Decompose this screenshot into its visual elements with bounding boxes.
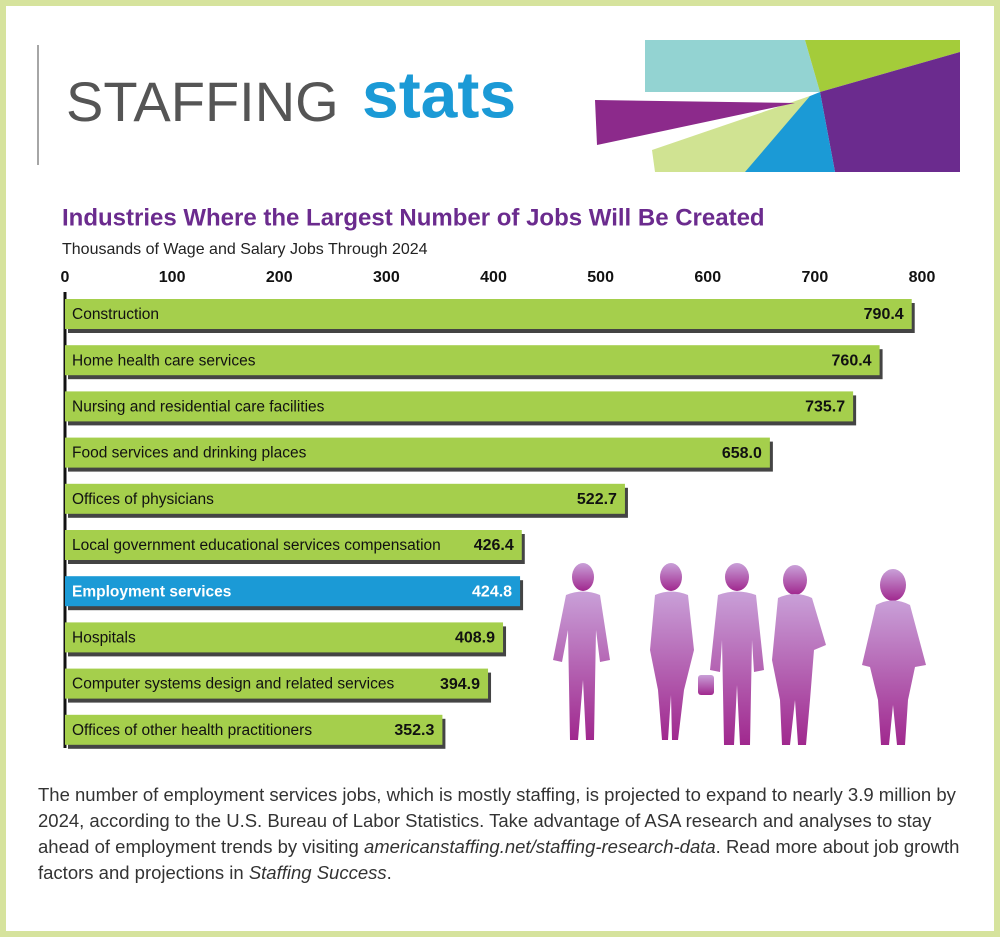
bar	[65, 714, 443, 745]
value-label: 790.4	[864, 306, 904, 323]
header-graphic	[595, 40, 960, 172]
chart-subtitle: Thousands of Wage and Salary Jobs Throug…	[62, 241, 428, 258]
footer-link: americanstaffing.net/staffing-research-d…	[363, 836, 716, 857]
chart-title: Industries Where the Largest Number of J…	[62, 204, 765, 231]
x-tick-label: 400	[480, 269, 507, 286]
value-label: 424.8	[472, 583, 512, 600]
x-tick-label: 600	[694, 269, 721, 286]
bar	[65, 299, 912, 329]
category-label: Employment services	[72, 583, 231, 600]
x-tick-label: 800	[909, 269, 936, 286]
value-label: 735.7	[805, 399, 845, 416]
header-word: stats	[362, 57, 516, 131]
value-label: 408.9	[455, 630, 495, 647]
category-label: Home health care services	[72, 352, 256, 369]
x-tick-label: 200	[266, 269, 293, 286]
silhouettes	[553, 563, 926, 745]
value-label: 426.4	[474, 537, 514, 554]
category-label: Hospitals	[72, 629, 136, 646]
bar	[65, 345, 880, 376]
category-label: Construction	[72, 306, 159, 323]
x-tick-label: 0	[61, 269, 70, 286]
bar	[65, 391, 854, 422]
category-label: Nursing and residential care facilities	[72, 398, 325, 415]
category-label: Offices of other health practitioners	[72, 722, 312, 739]
category-label: Local government educational services co…	[72, 537, 441, 554]
footer-text: The number of employment services jobs, …	[38, 784, 956, 857]
footer-text: The number of employment services jobs, …	[38, 782, 968, 886]
category-label: Computer systems design and related serv…	[72, 676, 394, 693]
x-tick-label: 100	[159, 269, 186, 286]
value-label: 760.4	[832, 352, 872, 369]
value-label: 352.3	[394, 722, 434, 739]
bar	[65, 576, 521, 607]
header-word: STAFFING	[66, 70, 339, 133]
category-label: Food services and drinking places	[72, 445, 307, 462]
footer-text: .	[386, 862, 392, 883]
bar	[65, 622, 504, 653]
x-tick-label: 500	[587, 269, 614, 286]
bar	[65, 483, 625, 514]
bar	[65, 437, 770, 468]
value-label: 394.9	[440, 676, 480, 693]
category-label: Offices of physicians	[72, 491, 214, 508]
bar	[65, 668, 489, 699]
bar	[65, 530, 522, 560]
x-tick-label: 700	[802, 269, 829, 286]
value-label: 522.7	[577, 491, 617, 508]
footer-title: Staffing Success	[248, 862, 387, 883]
x-tick-label: 300	[373, 269, 400, 286]
value-label: 658.0	[722, 445, 762, 462]
footer-text: . Read more about job growth factors and…	[38, 836, 960, 883]
